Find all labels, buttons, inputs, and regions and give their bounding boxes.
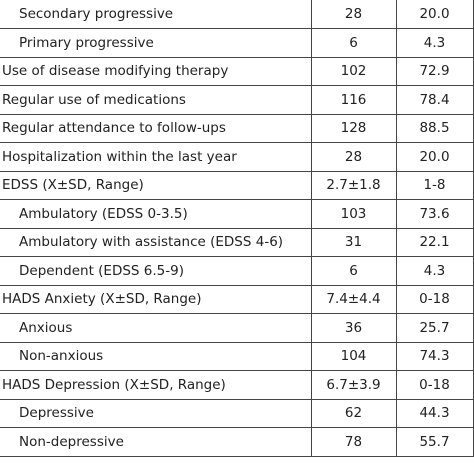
count-cell: 7.4±4.4 — [310, 285, 396, 314]
count-cell: 28 — [310, 142, 396, 172]
row-label: Secondary progressive — [0, 0, 311, 29]
row-label: Dependent (EDSS 6.5-9) — [0, 256, 311, 286]
table-row: Non-depressive 78 55.7 — [0, 427, 474, 457]
count-cell: 6.7±3.9 — [310, 370, 396, 400]
percent-cell: 22.1 — [395, 228, 474, 257]
table-row: Primary progressive 6 4.3 — [0, 28, 474, 58]
count-cell: 103 — [310, 199, 396, 229]
row-label: HADS Depression (X±SD, Range) — [0, 370, 311, 400]
percent-cell: 78.4 — [395, 85, 474, 115]
table-row: Use of disease modifying therapy 102 72.9 — [0, 57, 474, 86]
row-label: Ambulatory with assistance (EDSS 4-6) — [0, 228, 311, 257]
percent-cell: 0-18 — [395, 370, 474, 400]
count-cell: 62 — [310, 399, 396, 428]
table-row: HADS Anxiety (X±SD, Range) 7.4±4.4 0-18 — [0, 285, 474, 314]
row-label: Non-depressive — [0, 427, 311, 457]
table: Secondary progressive 28 20.0 Primary progr… — [0, 0, 474, 457]
row-label: HADS Anxiety (X±SD, Range) — [0, 285, 311, 314]
percent-cell: 0-18 — [395, 285, 474, 314]
table-row: HADS Depression (X±SD, Range) 6.7±3.9 0-18 — [0, 370, 474, 400]
row-label: Non-anxious — [0, 342, 311, 371]
table-row: EDSS (X±SD, Range) 2.7±1.8 1-8 — [0, 171, 474, 200]
table-row: Ambulatory with assistance (EDSS 4-6) 31 2… — [0, 228, 474, 257]
count-cell: 31 — [310, 228, 396, 257]
count-cell: 2.7±1.8 — [310, 171, 396, 200]
table-row: Regular attendance to follow-ups 128 88.5 — [0, 114, 474, 143]
percent-cell: 74.3 — [395, 342, 474, 371]
percent-cell: 88.5 — [395, 114, 474, 143]
row-label: Anxious — [0, 313, 311, 343]
table-row: Hospitalization within the last year 28 20… — [0, 142, 474, 172]
table-row: Ambulatory (EDSS 0-3.5) 103 73.6 — [0, 199, 474, 229]
table-row: Regular use of medications 116 78.4 — [0, 85, 474, 115]
percent-cell: 55.7 — [395, 427, 474, 457]
count-cell: 28 — [310, 0, 396, 29]
count-cell: 6 — [310, 28, 396, 58]
percent-cell: 20.0 — [395, 142, 474, 172]
percent-cell: 44.3 — [395, 399, 474, 428]
count-cell: 128 — [310, 114, 396, 143]
percent-cell: 25.7 — [395, 313, 474, 343]
percent-cell: 20.0 — [395, 0, 474, 29]
table-row: Depressive 62 44.3 — [0, 399, 474, 428]
percent-cell: 4.3 — [395, 256, 474, 286]
row-label: EDSS (X±SD, Range) — [0, 171, 311, 200]
count-cell: 78 — [310, 427, 396, 457]
table-row: Anxious 36 25.7 — [0, 313, 474, 343]
row-label: Regular use of medications — [0, 85, 311, 115]
percent-cell: 73.6 — [395, 199, 474, 229]
percent-cell: 1-8 — [395, 171, 474, 200]
row-label: Primary progressive — [0, 28, 311, 58]
row-label: Depressive — [0, 399, 311, 428]
percent-cell: 4.3 — [395, 28, 474, 58]
row-label: Use of disease modifying therapy — [0, 57, 311, 86]
row-label: Hospitalization within the last year — [0, 142, 311, 172]
row-label: Regular attendance to follow-ups — [0, 114, 311, 143]
count-cell: 102 — [310, 57, 396, 86]
count-cell: 104 — [310, 342, 396, 371]
percent-cell: 72.9 — [395, 57, 474, 86]
count-cell: 116 — [310, 85, 396, 115]
count-cell: 6 — [310, 256, 396, 286]
row-label: Ambulatory (EDSS 0-3.5) — [0, 199, 311, 229]
table-row: Non-anxious 104 74.3 — [0, 342, 474, 371]
table-row: Secondary progressive 28 20.0 — [0, 0, 474, 29]
table-row: Dependent (EDSS 6.5-9) 6 4.3 — [0, 256, 474, 286]
count-cell: 36 — [310, 313, 396, 343]
